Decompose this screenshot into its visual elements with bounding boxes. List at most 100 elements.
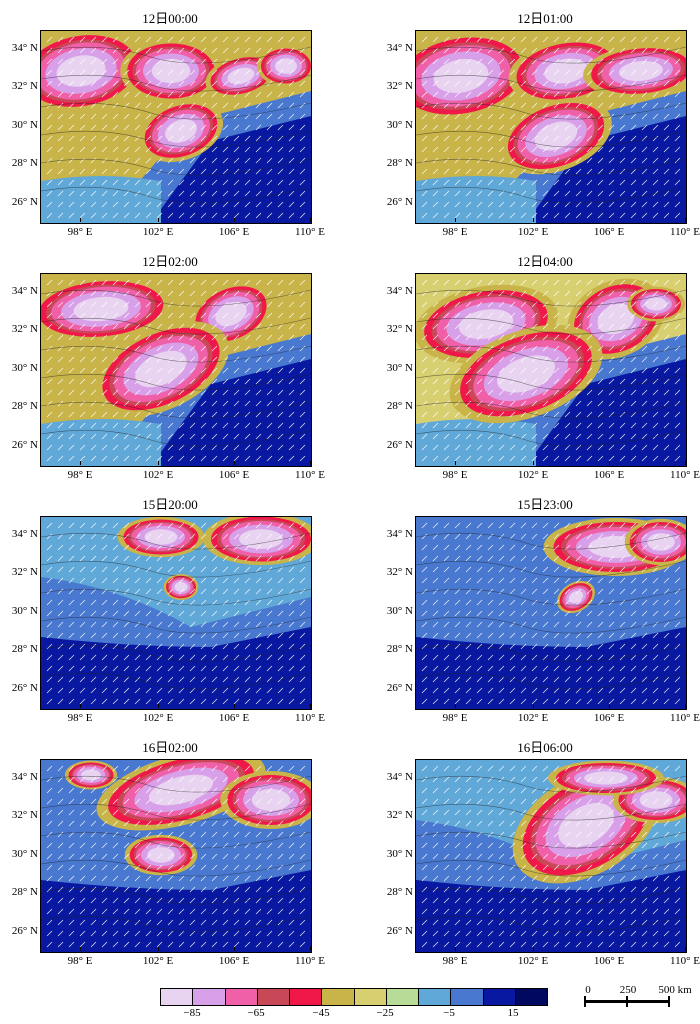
- longitude-tick-mark: [455, 704, 456, 708]
- latitude-tick-label: 28° N: [386, 886, 413, 898]
- longitude-tick-label: 110° E: [670, 712, 700, 724]
- scale-bar-label-500: 500 km: [658, 984, 692, 996]
- longitude-tick-mark: [455, 947, 456, 951]
- longitude-tick-label: 98° E: [442, 469, 468, 481]
- panel-title: 16日06:00: [517, 740, 573, 755]
- colorbar-tick-label: −65: [247, 1007, 265, 1019]
- latitude-tick-label: 26° N: [386, 196, 413, 208]
- longitude-tick-label: 110° E: [295, 226, 325, 238]
- colorbar-tick-label: −25: [376, 1007, 394, 1019]
- satellite-map: [40, 759, 312, 953]
- latitude-tick-label: 30° N: [386, 119, 413, 131]
- latitude-tick-label: 30° N: [11, 362, 38, 374]
- latitude-tick-label: 26° N: [386, 439, 413, 451]
- latitude-tick-label: 28° N: [386, 157, 413, 169]
- longitude-tick-label: 106° E: [218, 712, 250, 724]
- longitude-tick-mark: [533, 947, 534, 951]
- latitude-tick-label: 26° N: [11, 682, 38, 694]
- map-panel: 12日01:00 34° N 32° N 30° N 28° N 26° N 98° E 10…: [375, 8, 700, 246]
- satellite-map: [40, 30, 312, 224]
- longitude-tick-label: 98° E: [442, 226, 468, 238]
- colorbar-swatch: [161, 989, 194, 1005]
- latitude-tick-label: 34° N: [11, 528, 38, 540]
- scale-bar-tick: [626, 996, 628, 1007]
- longitude-tick-label: 110° E: [670, 469, 700, 481]
- longitude-tick-label: 102° E: [517, 712, 549, 724]
- longitude-tick-mark: [80, 947, 81, 951]
- longitude-tick-mark: [685, 704, 686, 708]
- latitude-tick-label: 32° N: [11, 566, 38, 578]
- latitude-tick-label: 28° N: [11, 157, 38, 169]
- map-panel: 16日06:00 34° N 32° N 30° N 28° N 26° N 98° E 10…: [375, 737, 700, 975]
- longitude-tick-mark: [685, 947, 686, 951]
- latitude-tick-label: 30° N: [386, 362, 413, 374]
- latitude-tick-label: 28° N: [11, 643, 38, 655]
- colorbar-swatch: [386, 989, 419, 1005]
- panel-title: 16日02:00: [142, 740, 198, 755]
- map-panel: 12日04:00 34° N 32° N 30° N 28° N 26° N 98° E 10…: [375, 251, 700, 489]
- longitude-tick-label: 98° E: [67, 955, 93, 967]
- panel-title: 12日04:00: [517, 254, 573, 269]
- longitude-tick-label: 102° E: [142, 469, 174, 481]
- longitude-tick-label: 110° E: [295, 955, 325, 967]
- longitude-tick-label: 110° E: [295, 712, 325, 724]
- longitude-tick-mark: [685, 218, 686, 222]
- satellite-map: [40, 273, 312, 467]
- longitude-tick-mark: [80, 461, 81, 465]
- longitude-tick-label: 106° E: [218, 469, 250, 481]
- longitude-tick-label: 102° E: [517, 226, 549, 238]
- colorbar-tick-label: −5: [443, 1007, 455, 1019]
- latitude-tick-label: 26° N: [11, 196, 38, 208]
- colorbar-swatch: [290, 989, 323, 1005]
- longitude-tick-mark: [455, 461, 456, 465]
- longitude-tick-label: 106° E: [593, 712, 625, 724]
- colorbar-tick-label: −85: [183, 1007, 201, 1019]
- map-panel: 15日23:00 34° N 32° N 30° N 28° N 26° N 98° E 10…: [375, 494, 700, 732]
- colorbar-swatch: [193, 989, 226, 1005]
- latitude-tick-label: 32° N: [386, 566, 413, 578]
- latitude-tick-label: 26° N: [11, 439, 38, 451]
- longitude-tick-label: 110° E: [295, 469, 325, 481]
- panel-title: 15日23:00: [517, 497, 573, 512]
- longitude-tick-mark: [80, 704, 81, 708]
- latitude-tick-label: 34° N: [11, 285, 38, 297]
- map-panel: 15日20:00 34° N 32° N 30° N 28° N 26° N 98° E 10…: [0, 494, 340, 732]
- latitude-tick-label: 34° N: [386, 528, 413, 540]
- latitude-tick-label: 28° N: [386, 400, 413, 412]
- longitude-tick-label: 106° E: [218, 955, 250, 967]
- longitude-tick-label: 102° E: [142, 226, 174, 238]
- colorbar-swatch: [354, 989, 387, 1005]
- longitude-tick-label: 110° E: [670, 955, 700, 967]
- map-panel: 16日02:00 34° N 32° N 30° N 28° N 26° N 98° E 10…: [0, 737, 340, 975]
- longitude-tick-label: 98° E: [67, 226, 93, 238]
- longitude-tick-label: 102° E: [517, 955, 549, 967]
- longitude-tick-mark: [455, 218, 456, 222]
- longitude-tick-mark: [158, 461, 159, 465]
- latitude-tick-label: 28° N: [11, 400, 38, 412]
- panel-title: 15日20:00: [142, 497, 198, 512]
- longitude-tick-mark: [533, 218, 534, 222]
- longitude-tick-mark: [310, 218, 311, 222]
- map-panel: 12日02:00 34° N 32° N 30° N 28° N 26° N 98° E 10…: [0, 251, 340, 489]
- latitude-tick-label: 30° N: [386, 605, 413, 617]
- longitude-tick-label: 98° E: [442, 712, 468, 724]
- latitude-tick-label: 26° N: [386, 925, 413, 937]
- longitude-tick-mark: [234, 947, 235, 951]
- longitude-tick-mark: [234, 218, 235, 222]
- panel-title: 12日02:00: [142, 254, 198, 269]
- satellite-map: [40, 516, 312, 710]
- map-panel: 12日00:00 34° N 32° N 30° N 28° N 26° N 98° E 10…: [0, 8, 340, 246]
- longitude-tick-label: 98° E: [67, 712, 93, 724]
- latitude-tick-label: 32° N: [11, 80, 38, 92]
- satellite-map: [415, 516, 687, 710]
- longitude-tick-mark: [158, 704, 159, 708]
- longitude-tick-mark: [685, 461, 686, 465]
- longitude-tick-label: 98° E: [67, 469, 93, 481]
- longitude-tick-mark: [609, 704, 610, 708]
- longitude-tick-mark: [310, 947, 311, 951]
- longitude-tick-mark: [310, 704, 311, 708]
- latitude-tick-label: 34° N: [386, 771, 413, 783]
- latitude-tick-label: 34° N: [11, 771, 38, 783]
- latitude-tick-label: 30° N: [11, 605, 38, 617]
- longitude-tick-mark: [158, 218, 159, 222]
